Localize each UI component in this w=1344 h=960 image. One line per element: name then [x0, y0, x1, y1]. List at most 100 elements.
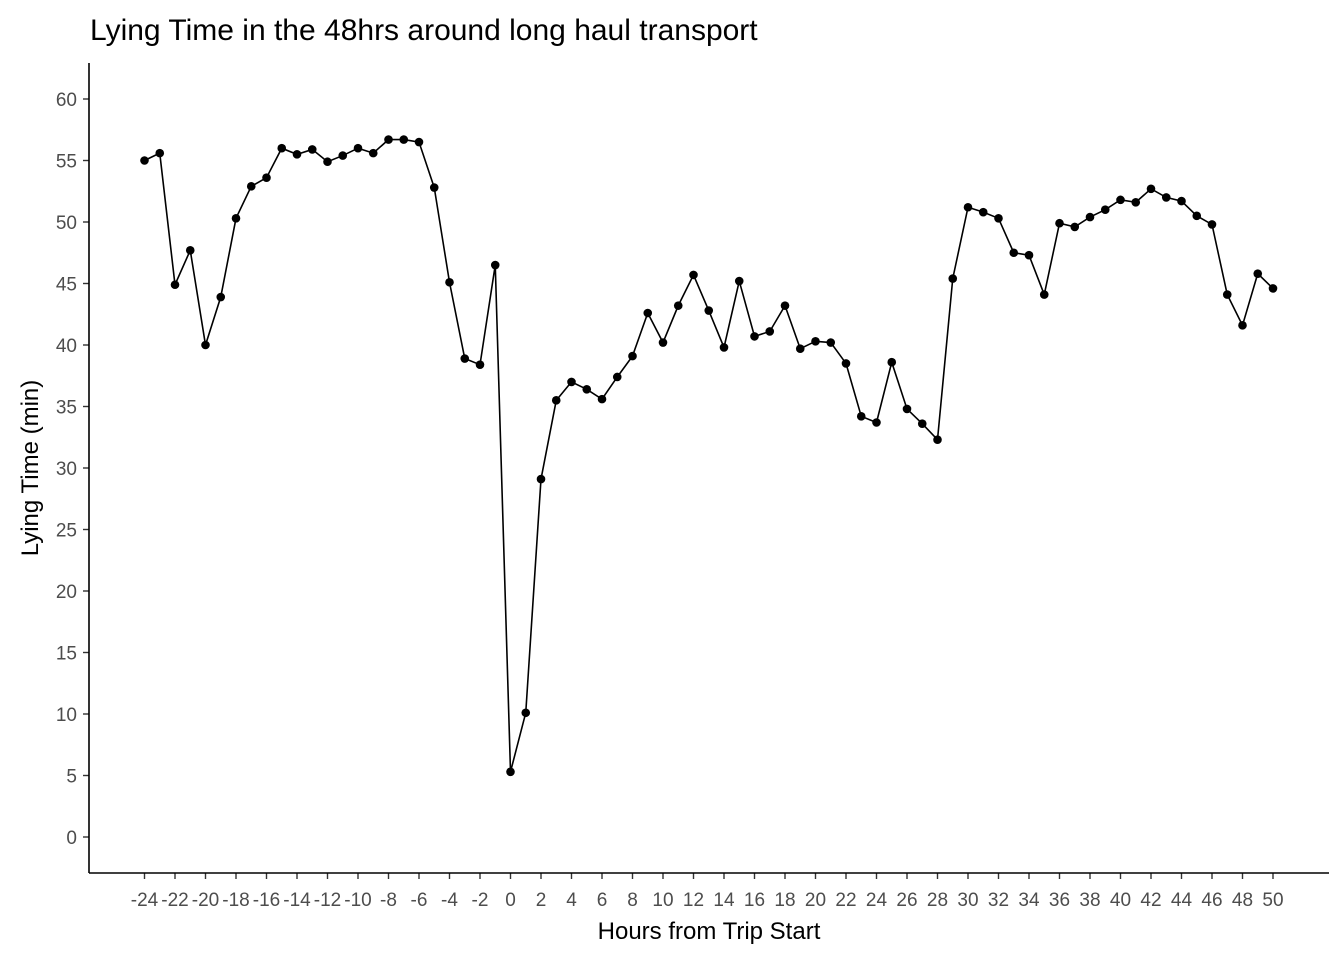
y-tick-label: 0 — [66, 828, 77, 849]
x-tick-label: -6 — [411, 890, 428, 911]
data-point — [673, 301, 683, 310]
data-point — [1116, 195, 1125, 205]
data-point — [323, 157, 332, 167]
x-tick-label: -12 — [314, 890, 341, 911]
y-tick-label: 30 — [56, 459, 77, 480]
data-point — [1070, 222, 1080, 232]
data-point — [917, 419, 927, 429]
data-point — [597, 394, 607, 404]
data-point — [1207, 220, 1217, 229]
y-tick-label: 35 — [56, 398, 77, 419]
x-tick-label: 46 — [1201, 890, 1222, 911]
x-tick-label: -24 — [131, 890, 159, 911]
x-tick-label: -22 — [161, 890, 188, 911]
data-point — [856, 412, 866, 421]
data-point — [1024, 250, 1034, 260]
y-tick-label: 60 — [56, 90, 77, 111]
data-point — [1085, 212, 1095, 222]
data-point — [460, 354, 470, 363]
data-point — [246, 182, 256, 191]
data-point — [719, 343, 729, 352]
data-point — [216, 292, 226, 302]
data-point — [231, 214, 241, 223]
x-tick-label: 10 — [652, 890, 673, 911]
x-tick-label: 8 — [627, 890, 638, 911]
data-point — [734, 276, 744, 286]
x-tick-label: -2 — [472, 890, 489, 911]
data-point — [582, 384, 592, 394]
x-tick-label: 42 — [1140, 890, 1161, 911]
x-tick-label: 50 — [1262, 890, 1283, 911]
data-point — [201, 340, 210, 350]
y-tick-label: 55 — [56, 152, 77, 173]
y-tick-label: 40 — [56, 336, 77, 357]
x-tick-label: 4 — [566, 890, 577, 911]
data-point — [994, 214, 1003, 223]
data-point — [826, 338, 836, 347]
data-point — [262, 173, 271, 183]
data-point — [414, 137, 424, 147]
data-point — [902, 404, 912, 414]
y-axis-title: Lying Time (min) — [17, 380, 44, 556]
x-tick-label: 44 — [1171, 890, 1193, 911]
x-tick-label: 38 — [1079, 890, 1100, 911]
x-tick-label: 22 — [835, 890, 856, 911]
data-point — [765, 327, 775, 336]
data-point — [1222, 290, 1232, 299]
data-point — [1253, 269, 1263, 278]
x-tick-label: -14 — [283, 890, 311, 911]
data-point — [307, 145, 317, 154]
data-point — [1177, 196, 1186, 206]
data-point — [445, 277, 454, 287]
x-tick-label: 2 — [536, 890, 547, 911]
data-point — [521, 708, 531, 718]
data-point — [1055, 218, 1064, 228]
data-point — [155, 148, 165, 158]
x-tick-label: -16 — [253, 890, 280, 911]
data-point — [872, 418, 881, 427]
data-point — [353, 143, 363, 153]
x-tick-label: 48 — [1232, 890, 1253, 911]
x-tick-label: -8 — [380, 890, 397, 911]
data-point — [780, 301, 790, 310]
chart-title: Lying Time in the 48hrs around long haul… — [90, 14, 758, 47]
data-point — [506, 767, 515, 777]
data-point — [689, 270, 698, 280]
x-tick-label: 14 — [713, 890, 735, 911]
series-layer — [140, 135, 1278, 777]
series-line — [144, 138, 1274, 773]
data-point — [338, 151, 348, 160]
data-point — [536, 474, 546, 484]
x-tick-label: 0 — [505, 890, 516, 911]
x-tick-label: 32 — [988, 890, 1009, 911]
data-point — [1268, 284, 1278, 293]
data-point — [368, 148, 378, 158]
data-point — [887, 357, 897, 367]
x-tick-label: 12 — [683, 890, 704, 911]
data-point — [185, 245, 195, 255]
y-tick-label: 25 — [56, 521, 77, 542]
y-tick-label: 15 — [56, 644, 77, 665]
x-axis-ticks: -24 -22 -20 -18 -16 -14 -12 -10 -8 -6 -4 -2 0 2 4 6 8 10 1… — [131, 873, 1284, 911]
data-point — [399, 135, 409, 144]
x-tick-label: 20 — [805, 890, 826, 911]
x-tick-label: -18 — [222, 890, 249, 911]
x-tick-label: 18 — [774, 890, 795, 911]
x-tick-label: -4 — [441, 890, 458, 911]
data-point — [170, 280, 180, 290]
x-tick-label: 28 — [927, 890, 948, 911]
data-point — [978, 207, 988, 217]
data-point — [750, 332, 759, 341]
data-point — [277, 143, 287, 153]
y-axis-ticks: 0 5 10 15 20 25 30 35 40 45 50 55 60 — [56, 90, 89, 849]
x-tick-label: 16 — [744, 890, 765, 911]
y-tick-label: 10 — [56, 705, 77, 726]
data-point — [612, 372, 622, 382]
y-tick-label: 45 — [56, 275, 77, 296]
x-tick-label: 36 — [1049, 890, 1070, 911]
y-tick-label: 5 — [66, 767, 77, 788]
x-tick-label: 6 — [597, 890, 608, 911]
data-point — [1131, 198, 1141, 207]
y-tick-label: 50 — [56, 213, 77, 234]
